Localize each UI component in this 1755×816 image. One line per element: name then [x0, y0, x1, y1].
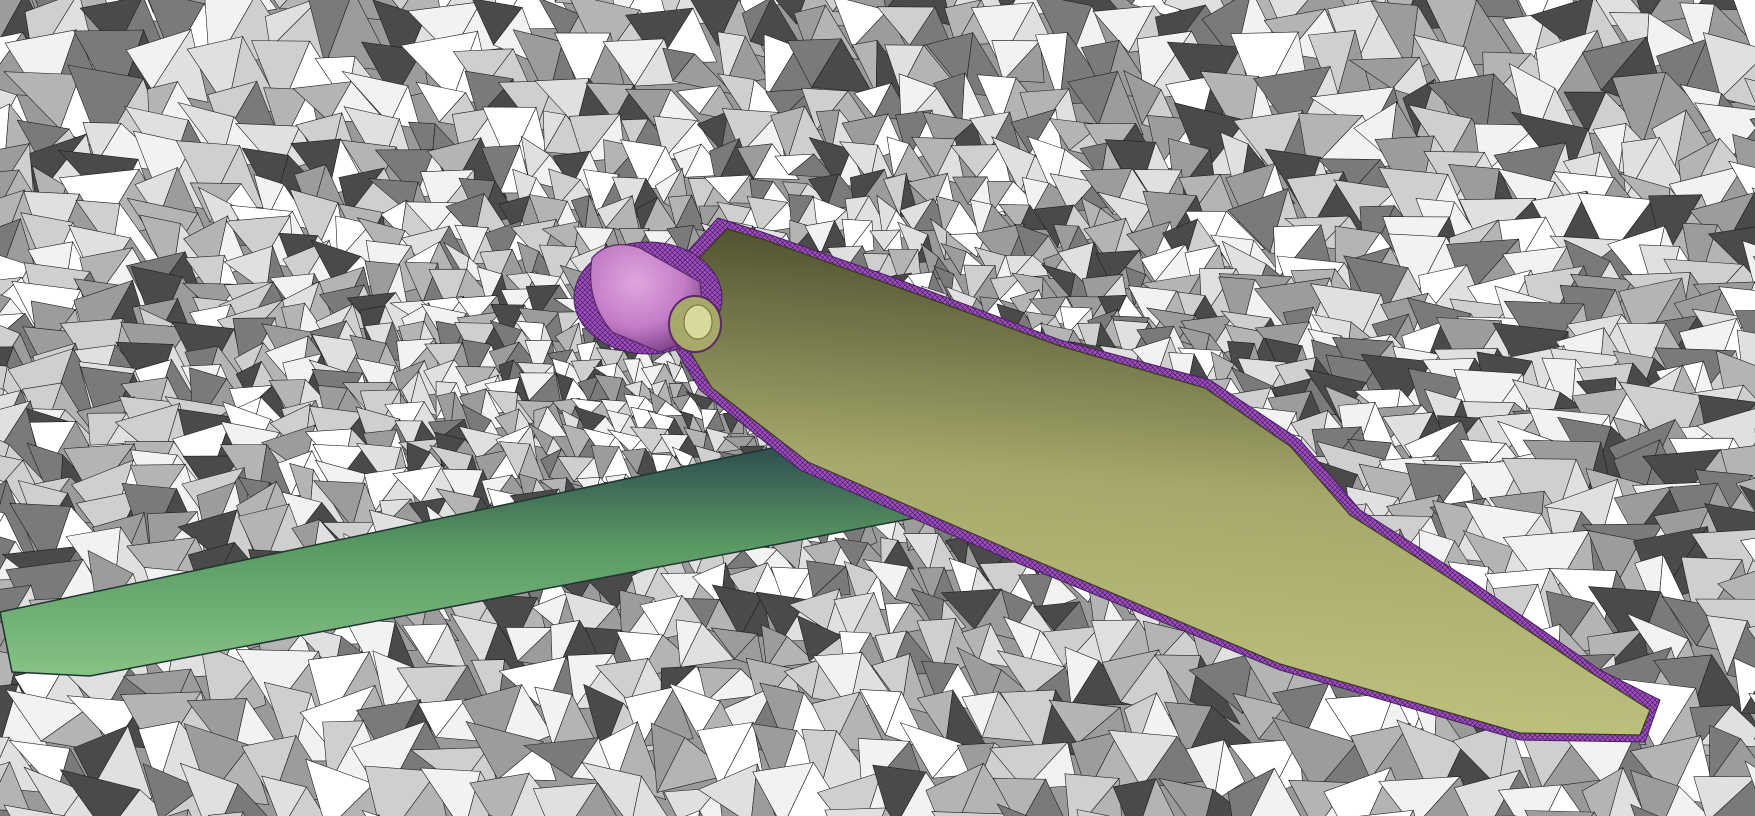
mesh-cell [186, 808, 192, 816]
mesh-cell [1742, 240, 1755, 291]
mesh-cell [0, 761, 33, 816]
mesh-cell [882, 807, 892, 816]
mesh-cell [1161, 0, 1167, 5]
mesh-cell [811, 38, 873, 94]
mesh-cell [392, 0, 409, 12]
mesh-cell [1740, 537, 1755, 563]
mesh-cell [654, 400, 685, 417]
mesh-cell [632, 775, 668, 816]
mesh-cell [685, 810, 700, 816]
mesh-cell [1250, 767, 1301, 816]
mesh-cell [273, 0, 288, 9]
mesh-cell [1748, 693, 1755, 704]
mesh-cell [996, 803, 1029, 816]
mesh-cell [698, 809, 703, 816]
mesh-cell [1749, 117, 1755, 128]
mesh-cell [207, 811, 244, 816]
mesh-cell [0, 294, 12, 313]
mesh-cell [1720, 64, 1755, 108]
mesh-cell [1002, 40, 1045, 83]
mesh-cell [1630, 769, 1680, 816]
mesh-cell [361, 809, 380, 816]
mesh-cell [787, 153, 836, 179]
mesh-cell [426, 623, 467, 668]
mesh-cell [1738, 484, 1755, 511]
mesh-cell [0, 536, 16, 570]
mesh-cell [1358, 809, 1414, 816]
mesh-cell [1744, 77, 1755, 103]
mesh-cell [167, 809, 189, 816]
mesh-cell [931, 811, 1017, 816]
aircraft-model [0, 217, 1661, 743]
mesh-cell [1409, 809, 1416, 816]
mesh-cell [1024, 778, 1064, 816]
mesh-cell [1018, 204, 1047, 231]
mesh-cell [1751, 187, 1755, 195]
mesh-cell [1609, 766, 1646, 816]
mesh-cell [575, 782, 617, 816]
mesh-cell [389, 85, 421, 129]
mesh-cell [1713, 777, 1755, 816]
mesh-cell [1733, 0, 1755, 60]
mesh-cell [1746, 626, 1755, 640]
mesh-cell [3, 804, 67, 816]
mesh-cell [1591, 811, 1598, 816]
mesh-cell [241, 811, 246, 816]
mesh-cell [1023, 741, 1078, 790]
mesh-cell [1126, 0, 1136, 5]
mesh-cell [824, 807, 887, 816]
mesh-cell [1076, 809, 1111, 816]
nacelle-inlet-core [683, 304, 713, 340]
mesh-cell [1142, 777, 1175, 816]
mesh-cell [1524, 810, 1595, 816]
mesh-cell [1630, 803, 1659, 816]
mesh-cell [679, 622, 735, 668]
mesh-cell [1666, 785, 1709, 816]
mesh-cell [1744, 760, 1755, 789]
mesh-cell [766, 635, 817, 669]
mesh-cell [935, 137, 966, 186]
fuselage-surface [682, 228, 1651, 736]
